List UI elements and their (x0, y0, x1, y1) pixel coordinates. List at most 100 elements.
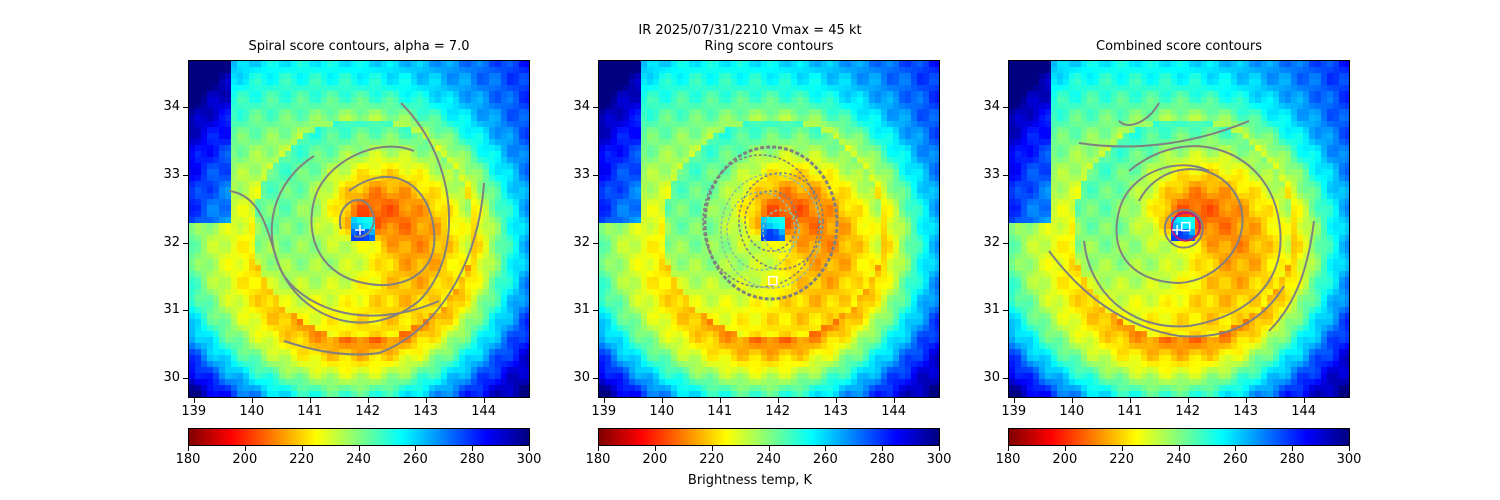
contour-right (1268, 220, 1315, 332)
x-tickmark (661, 398, 663, 403)
contour-spiral-1 (310, 145, 436, 287)
x-tick-label: 144 (1291, 404, 1317, 419)
colorbar-tickmark (472, 446, 474, 451)
colorbar-tickmark (358, 446, 360, 451)
colorbar-tickmark (1178, 446, 1180, 451)
contour-spiral-c (1083, 145, 1282, 328)
colorbar-tickmark (188, 446, 189, 451)
colorbar-tick-label: 280 (1279, 452, 1305, 467)
y-tickmark (1003, 107, 1008, 109)
y-tickmark (183, 377, 188, 379)
ir-image-0 (189, 61, 529, 397)
colorbar-tickmark (1349, 446, 1350, 451)
colorbar-tickmark (825, 446, 827, 451)
contour-inner (338, 199, 375, 238)
y-tickmark (593, 242, 598, 244)
ring-contour-2 (738, 172, 824, 270)
colorbar-tickmark (1008, 446, 1009, 451)
contour-spiral-4 (283, 182, 485, 356)
contour-spiral-a (1078, 120, 1250, 148)
combined-contour-inner (1163, 208, 1204, 249)
colorbar-tickmark (301, 446, 303, 451)
x-tickmark (1245, 398, 1247, 403)
ring-contour-outer (703, 145, 839, 301)
colorbar-tickmark (1064, 446, 1066, 451)
y-tickmark (1003, 242, 1008, 244)
colorbar-tickmark (244, 446, 246, 451)
x-tick-label: 142 (355, 404, 381, 419)
y-tickmark (1003, 174, 1008, 176)
y-tick-label: 31 (163, 302, 180, 318)
center-marker (768, 275, 778, 286)
ir-image-1 (599, 61, 939, 397)
x-tickmark (1071, 398, 1073, 403)
y-tick-label: 34 (163, 99, 180, 115)
colorbar-tick-label: 200 (1052, 452, 1078, 467)
colorbar-tickmark (939, 446, 940, 451)
colorbar-tick-label: 180 (995, 452, 1021, 467)
y-tickmark (183, 242, 188, 244)
y-tick-label: 34 (573, 99, 590, 115)
x-tickmark (1129, 398, 1131, 403)
colorbar-tick-label: 280 (459, 452, 485, 467)
y-tickmark (1003, 310, 1008, 312)
x-tickmark (603, 398, 605, 403)
colorbar-tick-label: 240 (756, 452, 781, 467)
y-tickmark (593, 174, 598, 176)
x-tickmark (367, 398, 369, 403)
x-tick-label: 143 (413, 404, 439, 419)
colorbar-spiral (188, 428, 530, 446)
x-tick-label: 144 (471, 404, 497, 419)
panel-title-spiral: Spiral score contours, alpha = 7.0 (248, 39, 470, 54)
colorbar-tick-label: 300 (1336, 452, 1362, 467)
colorbar-tickmark (711, 446, 713, 451)
panel-title-ring: Ring score contours (704, 39, 834, 54)
ring-contour-0 (702, 154, 820, 288)
y-tick-label: 33 (163, 166, 180, 182)
x-tick-label: 141 (707, 404, 733, 419)
y-tick-label: 33 (983, 166, 1000, 182)
center-marker (355, 225, 365, 235)
x-tickmark (1303, 398, 1305, 403)
x-tick-label: 139 (591, 404, 617, 419)
ir-image-2 (1009, 61, 1349, 397)
colorbar-tickmark (1121, 446, 1123, 451)
y-tick-label: 31 (983, 302, 1000, 318)
y-tickmark (593, 107, 598, 109)
x-tick-label: 142 (765, 404, 791, 419)
x-tick-label: 139 (181, 404, 207, 419)
colorbar-tickmark (529, 446, 530, 451)
colorbar-tick-label: 220 (699, 452, 725, 467)
x-tick-label: 140 (649, 404, 675, 419)
colorbar-tickmark (768, 446, 770, 451)
x-tickmark (251, 398, 253, 403)
x-tickmark (425, 398, 427, 403)
y-tick-label: 32 (163, 234, 180, 250)
y-tick-label: 34 (983, 99, 1000, 115)
x-tickmark (835, 398, 837, 403)
secondary-center-marker (1172, 225, 1183, 235)
y-tickmark (183, 107, 188, 109)
colorbar-tick-label: 240 (1166, 452, 1191, 467)
colorbar-tickmark (1292, 446, 1294, 451)
x-tick-label: 144 (881, 404, 907, 419)
x-tickmark (483, 398, 485, 403)
colorbar-tick-label: 200 (232, 452, 258, 467)
colorbar-tick-label: 260 (812, 452, 838, 467)
contour-spiral-b (1115, 164, 1244, 285)
colorbar-tick-label: 280 (869, 452, 895, 467)
x-tick-label: 141 (1117, 404, 1143, 419)
colorbar-tickmark (598, 446, 599, 451)
colorbar-label: Brightness temp, K (687, 473, 813, 488)
colorbar-tick-label: 180 (175, 452, 201, 467)
contour-spiral-2 (270, 102, 451, 324)
ring-contour-5 (762, 209, 800, 253)
colorbar-tick-label: 260 (402, 452, 428, 467)
y-tick-label: 30 (573, 369, 590, 385)
colorbar-tickmark (882, 446, 884, 451)
x-tickmark (1013, 398, 1015, 403)
colorbar-tickmark (654, 446, 656, 451)
y-tickmark (1003, 377, 1008, 379)
colorbar-tickmark (1235, 446, 1237, 451)
y-tick-label: 32 (573, 234, 590, 250)
